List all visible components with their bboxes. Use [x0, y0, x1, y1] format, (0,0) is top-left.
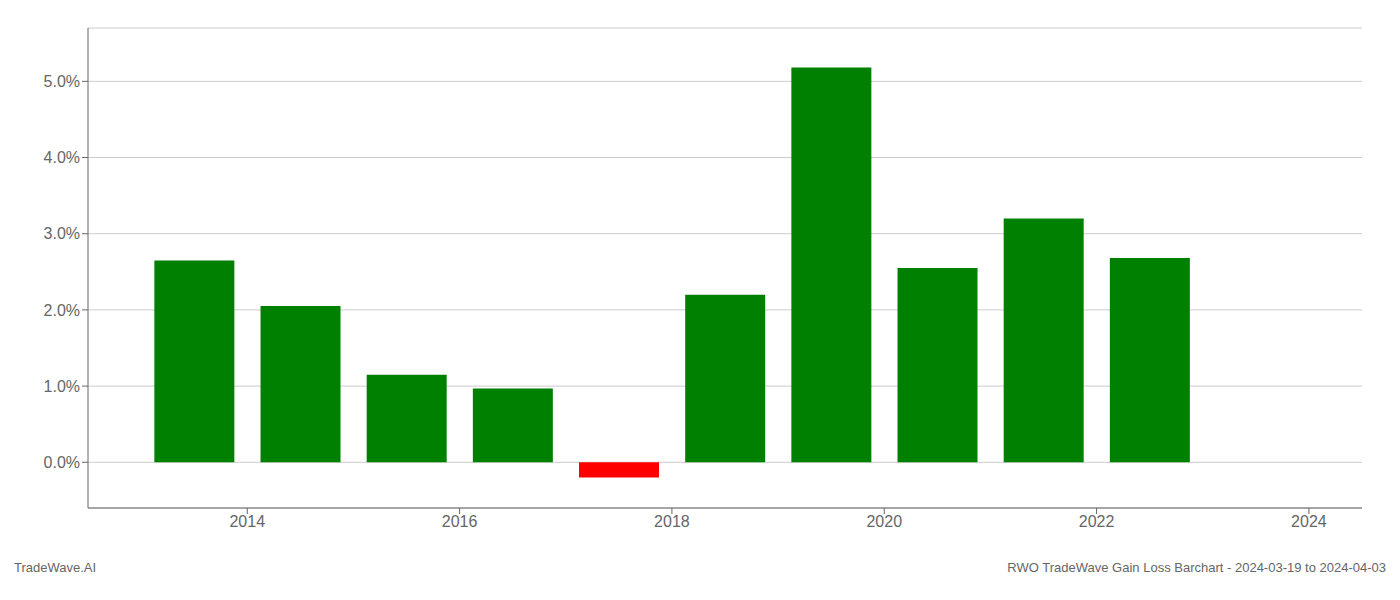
svg-text:2018: 2018 [654, 513, 690, 530]
svg-text:5.0%: 5.0% [44, 73, 80, 90]
svg-text:2020: 2020 [866, 513, 902, 530]
svg-text:2024: 2024 [1291, 513, 1327, 530]
svg-text:4.0%: 4.0% [44, 149, 80, 166]
html-text:TradeWave.AI: TradeWave.AI [14, 560, 97, 575]
svg-text:2022: 2022 [1079, 513, 1115, 530]
svg-text:2.0%: 2.0% [44, 302, 80, 319]
svg-text:0.0%: 0.0% [44, 454, 80, 471]
svg-text:1.0%: 1.0% [44, 378, 80, 395]
html-text:RWO TradeWave Gain Loss Barcha: RWO TradeWave Gain Loss Barchart - 2024-… [1007, 560, 1386, 575]
svg-text:3.0%: 3.0% [44, 225, 80, 242]
svg-text:2016: 2016 [442, 513, 478, 530]
svg-text:2014: 2014 [229, 513, 265, 530]
